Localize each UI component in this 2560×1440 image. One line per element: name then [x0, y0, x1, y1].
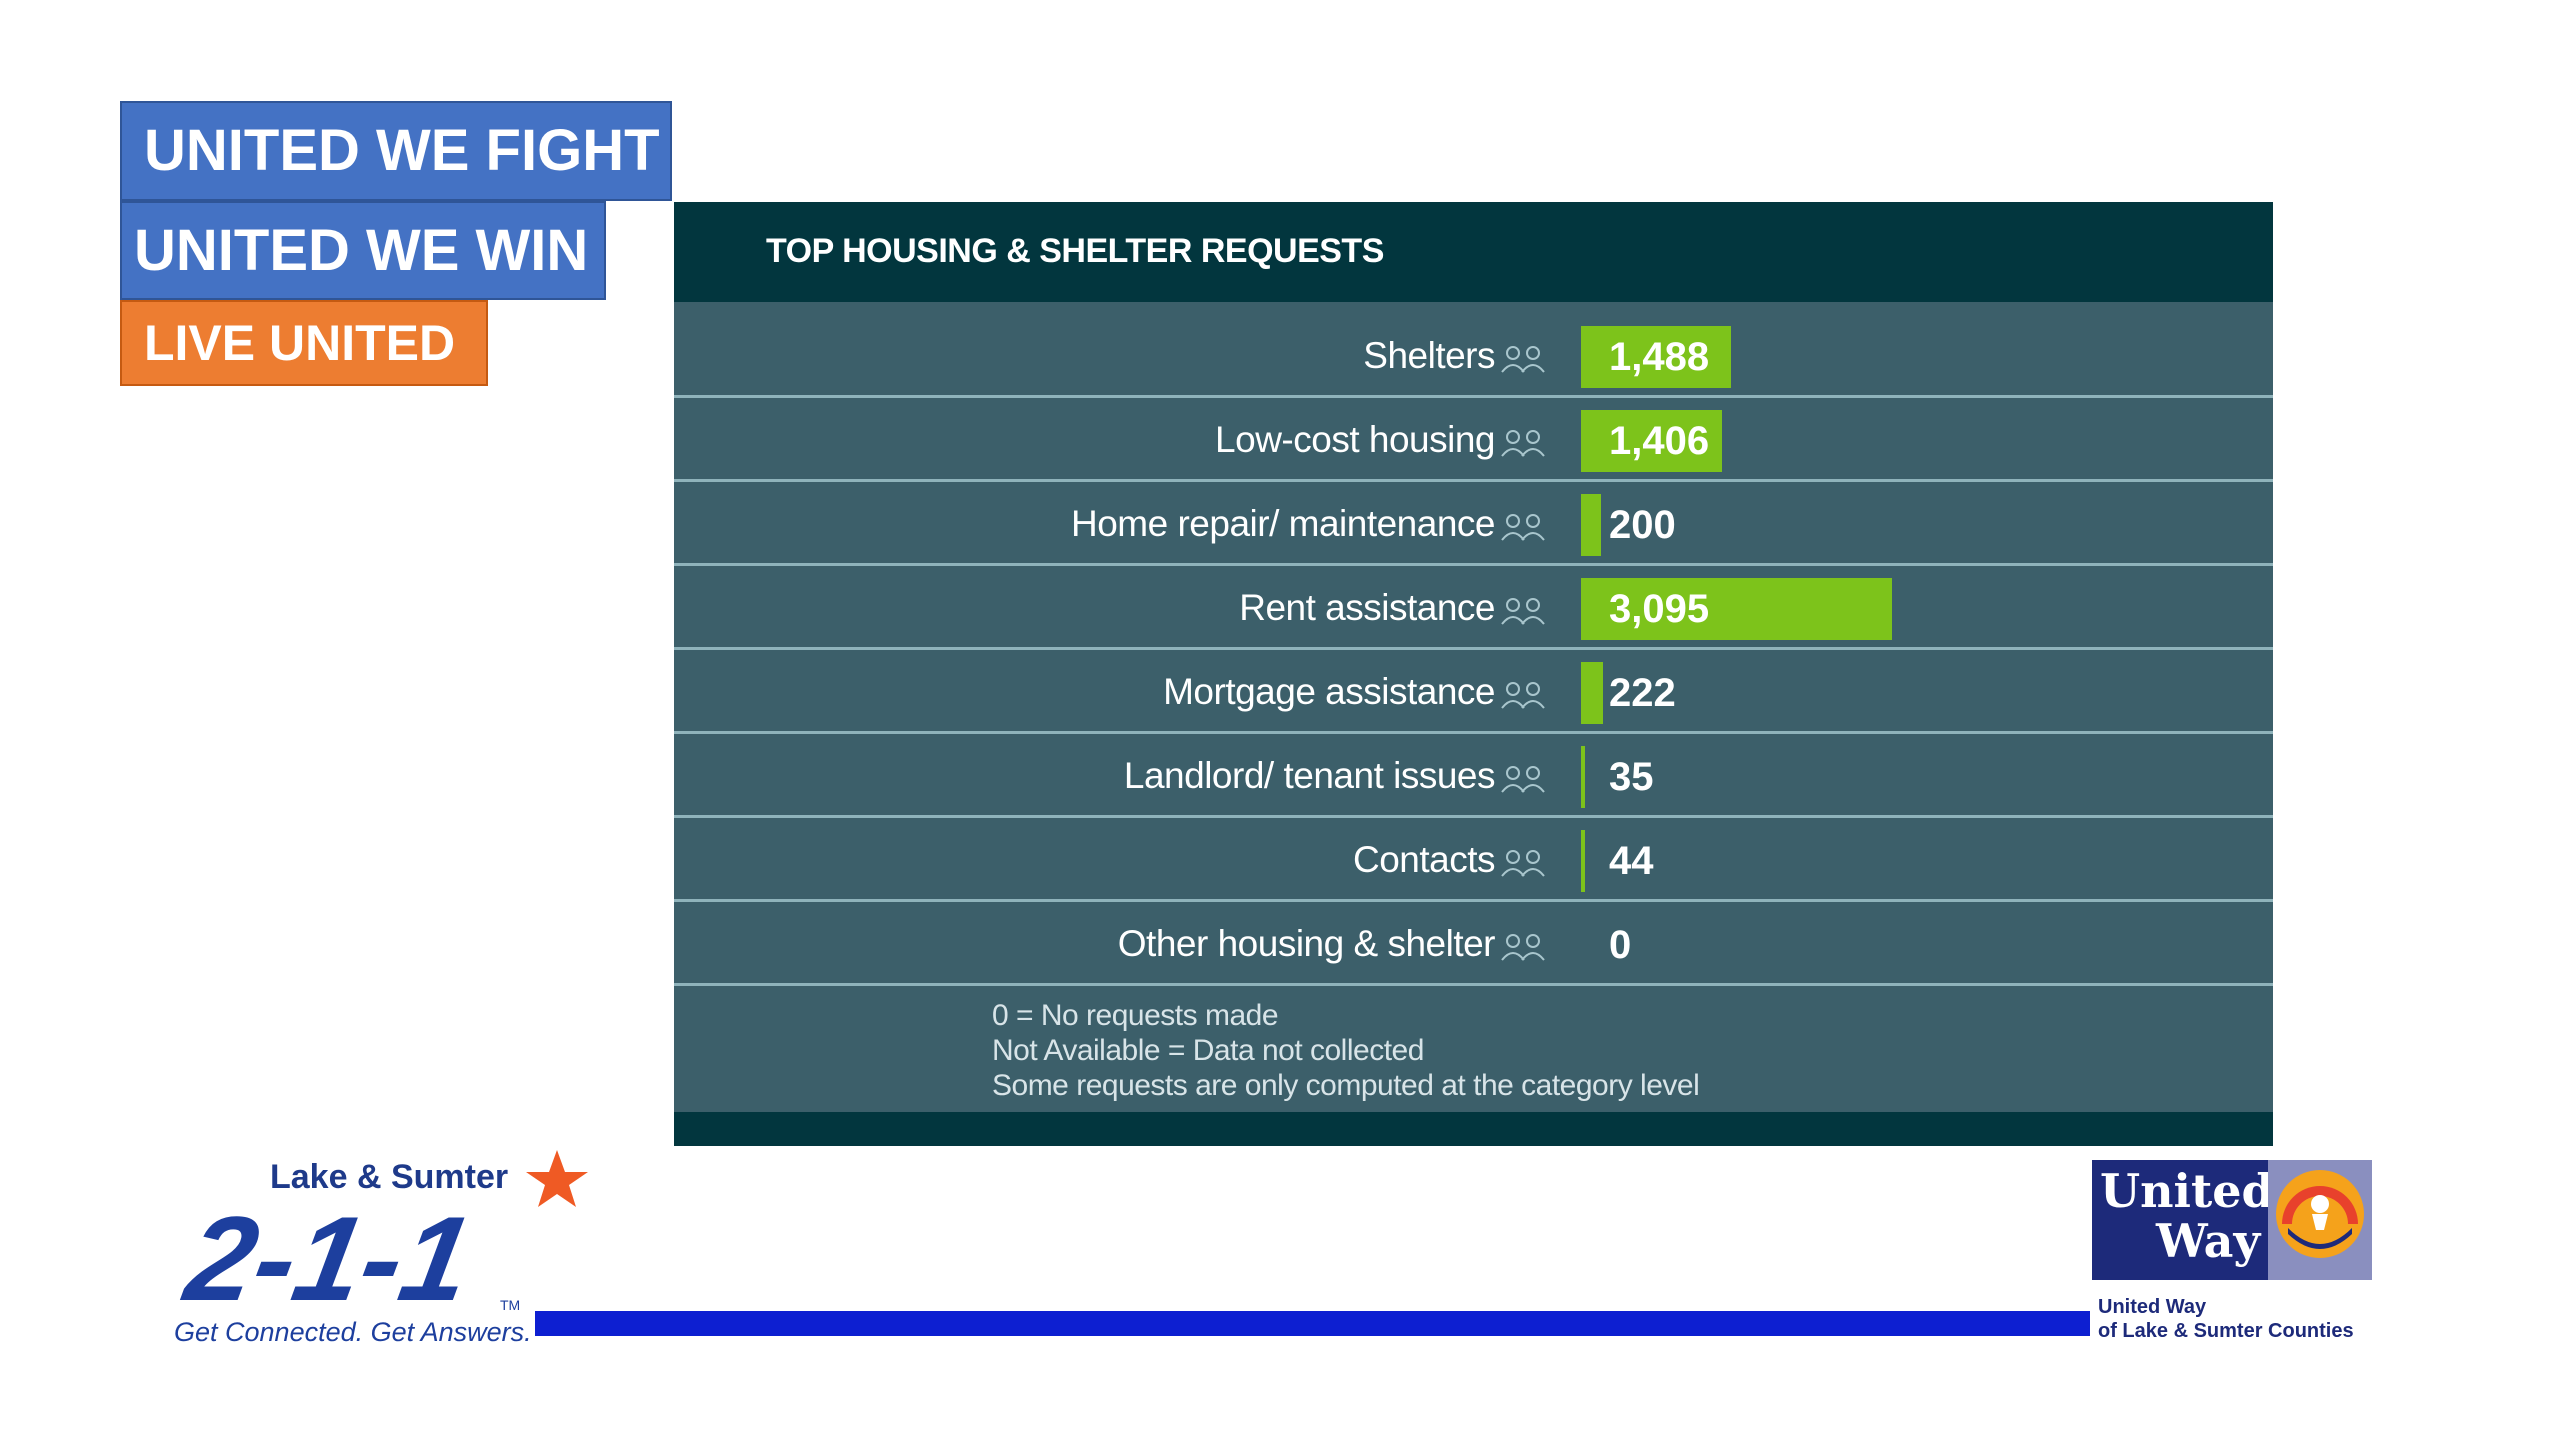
category-label: Landlord/ tenant issues: [1123, 755, 1496, 796]
people-icon: [1501, 430, 1545, 457]
logo-tm-text: TM: [500, 1297, 520, 1313]
value-bar: [1581, 326, 1731, 388]
people-icon: [1501, 766, 1545, 793]
category-label: Home repair/ maintenance: [1071, 503, 1496, 544]
note-line: Not Available = Data not collected: [992, 1034, 1424, 1067]
banner-live-united: LIVE UNITED: [120, 300, 488, 386]
people-icon: [1501, 934, 1545, 961]
value-bar: [1581, 494, 1601, 556]
chart-row: Home repair/ maintenance 200: [674, 482, 2273, 566]
chart-row: Low-cost housing 1,406: [674, 398, 2273, 482]
note-line: 0 = No requests made: [992, 999, 1279, 1032]
category-label: Mortgage assistance: [1163, 671, 1495, 712]
value-bar: [1581, 578, 1892, 640]
category-label: Shelters: [1363, 335, 1495, 376]
value-label: 1,406: [1609, 419, 1710, 463]
people-icon: [1501, 514, 1545, 541]
value-bar: [1581, 410, 1722, 472]
logo-number-text: 2-1-1: [175, 1192, 481, 1326]
chart-row: Landlord/ tenant issues 35: [674, 734, 2273, 818]
chart-row: Mortgage assistance 222: [674, 650, 2273, 734]
banner-united-we-win: UNITED WE WIN: [120, 201, 606, 300]
chart-row: Contacts 44: [674, 818, 2273, 902]
value-bar: [1581, 830, 1585, 892]
note-line: Some requests are only computed at the c…: [992, 1069, 1700, 1102]
logo-region-text: Lake & Sumter: [270, 1158, 508, 1196]
chart-row: Rent assistance 3,095: [674, 566, 2273, 650]
united-way-word-united: United: [2100, 1164, 2274, 1218]
blue-divider-line: [535, 1311, 2090, 1336]
chart-title: TOP HOUSING & SHELTER REQUESTS: [766, 232, 1384, 270]
chart-row: Shelters 1,488: [674, 302, 2273, 398]
united-way-caption-line2: of Lake & Sumter Counties: [2098, 1320, 2354, 1342]
people-icon: [1501, 682, 1545, 709]
united-way-word-way: Way: [2156, 1214, 2261, 1268]
category-label: Rent assistance: [1239, 587, 1495, 628]
logo-tagline-text: Get Connected. Get Answers.: [174, 1317, 532, 1347]
chart-footer: [674, 1112, 2273, 1146]
united-way-logo: United Way: [2092, 1160, 2372, 1280]
star-icon: [526, 1150, 588, 1207]
chart-notes: 0 = No requests made Not Available = Dat…: [992, 998, 1700, 1103]
value-bar: [1581, 746, 1585, 808]
value-label: 1,488: [1609, 335, 1710, 379]
value-label: 3,095: [1609, 587, 1710, 631]
value-label: 222: [1609, 671, 1676, 715]
united-way-caption: United Way of Lake & Sumter Counties: [2098, 1295, 2354, 1343]
people-icon: [1501, 598, 1545, 625]
united-way-hand-rainbow-icon: [2268, 1160, 2372, 1280]
chart-header: TOP HOUSING & SHELTER REQUESTS: [674, 202, 2273, 302]
people-icon: [1501, 346, 1545, 373]
chart-row: Other housing & shelter 0: [674, 902, 2273, 986]
housing-requests-chart: TOP HOUSING & SHELTER REQUESTS Shelters 1…: [674, 202, 2273, 1146]
value-bar: [1581, 662, 1603, 724]
value-label: 0: [1609, 923, 1632, 967]
category-label: Other housing & shelter: [1117, 923, 1496, 964]
category-label: Low-cost housing: [1215, 419, 1495, 460]
value-label: 44: [1609, 839, 1654, 883]
value-label: 35: [1609, 755, 1654, 799]
united-way-caption-line1: United Way: [2098, 1296, 2207, 1318]
banner-united-we-fight: UNITED WE FIGHT: [120, 101, 672, 201]
lake-sumter-211-logo: Lake & Sumter 2-1-1 TM Get Connected. Ge…: [174, 1150, 588, 1347]
value-label: 200: [1609, 503, 1676, 547]
category-label: Contacts: [1352, 839, 1496, 880]
people-icon: [1501, 850, 1545, 877]
